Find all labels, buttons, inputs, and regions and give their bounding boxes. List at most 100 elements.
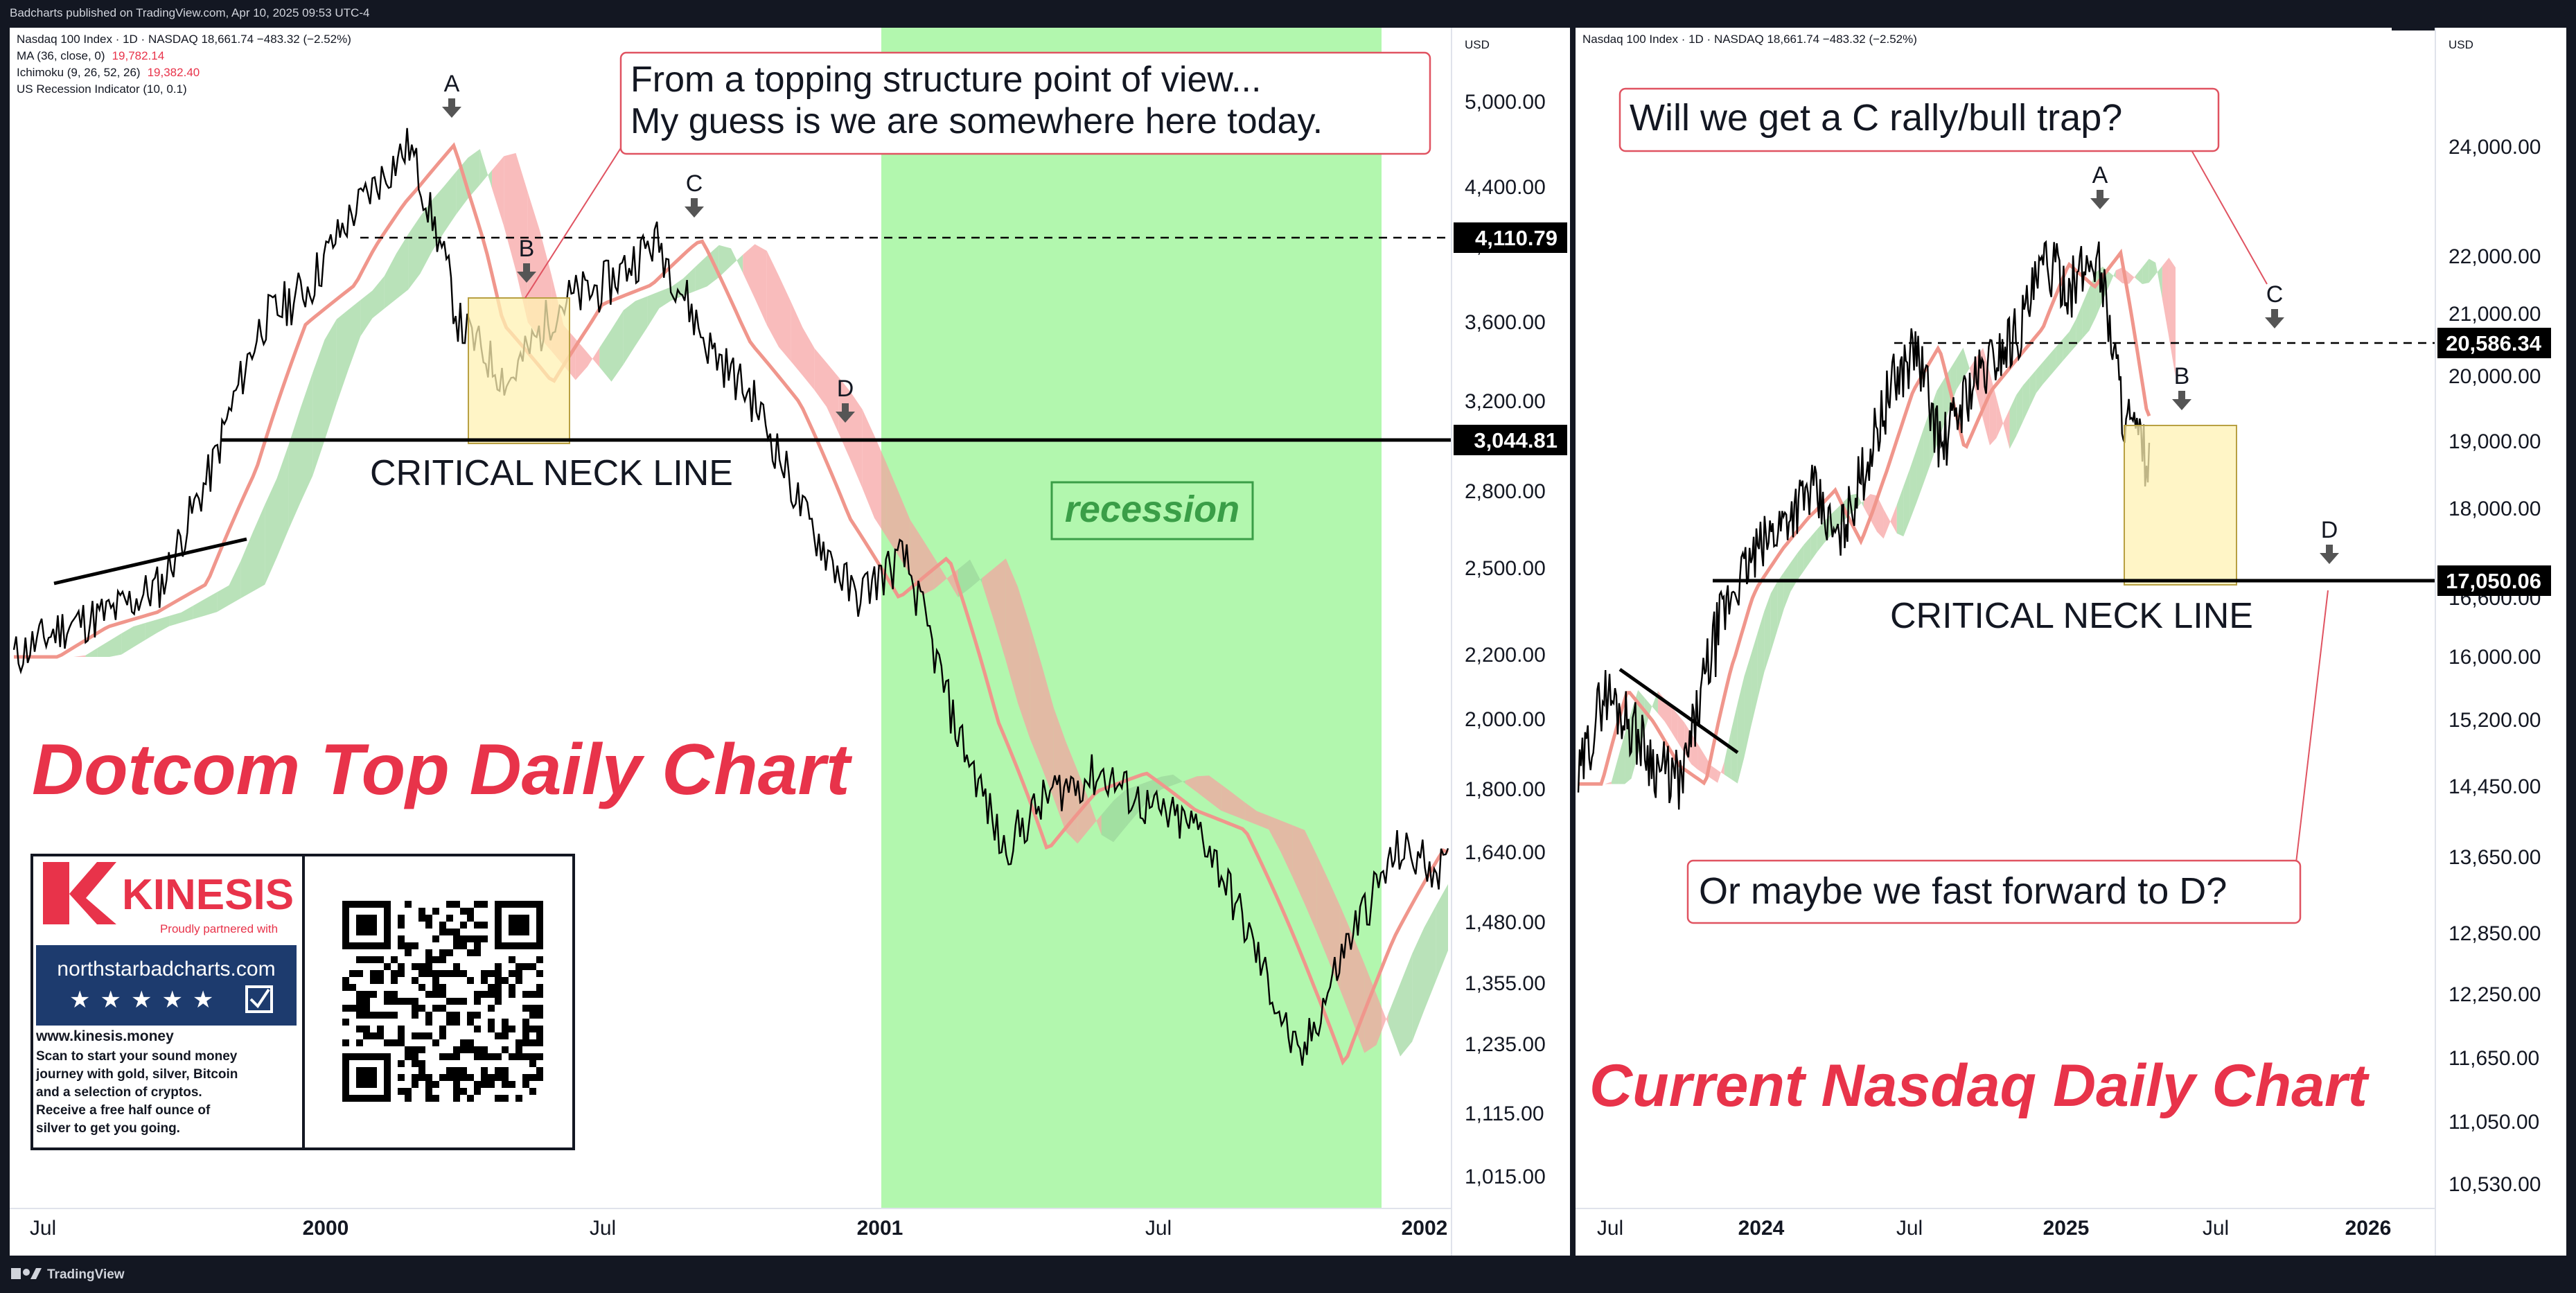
cloud-segment [2155,262,2162,299]
cloud-segment [1718,762,1724,783]
cloud-segment [731,248,743,273]
right-time-axis-divider [1576,1208,2435,1209]
cloud-segment [827,362,839,433]
cloud-segment [1751,633,1758,728]
cloud-segment [1903,468,1910,537]
blurb-line: Scan to start your sound money [36,1049,238,1064]
cloud-segment [492,156,504,227]
y-tick-label: 15,200.00 [2449,709,2541,732]
y-tick-label: 21,000.00 [2449,303,2541,326]
cloud-segment [970,559,982,588]
point-label: B [519,236,535,262]
cloud-segment [1041,665,1054,799]
cloud-segment [599,329,612,382]
cloud-segment [1412,927,1424,1042]
cloud-segment [1005,558,1018,703]
cloud-segment [468,149,480,199]
y-tick-label: 22,000.00 [2449,245,2541,268]
sponsor-card: KINESIS Proudly partnered with northstar… [30,854,575,1150]
cloud-segment [2043,354,2050,385]
cloud-segment [360,290,373,337]
cloud-segment [1671,706,1678,743]
legend-entry: Nasdaq 100 Index · 1D · NASDAQ 18,661.74… [17,33,351,46]
cloud-segment [1018,586,1030,739]
arrow-down-icon [517,272,536,283]
cloud-segment [1890,504,1897,534]
moving-average-line-right [1578,248,2151,786]
y-tick-label: 5,000.00 [1465,91,1546,114]
left-chart-title: Dotcom Top Daily Chart [32,730,853,810]
right-currency-label: USD [2449,38,2473,51]
cloud-segment [1909,448,1917,520]
cloud-segment [1877,495,1884,539]
cloud-segment [1810,529,1817,562]
x-tick-label: 2001 [857,1217,903,1240]
cloud-segment [1664,698,1672,732]
cloud-segment [635,296,648,346]
cloud-segment [253,504,265,592]
arrow-down-icon [448,98,455,108]
cloud-segment [73,655,86,657]
cloud-segment [312,340,325,476]
right-chart-title: Current Nasdaq Daily Chart [1589,1053,2370,1119]
cloud-segment [874,435,887,537]
cloud-segment [2076,303,2083,346]
arrow-down-icon [2320,553,2339,564]
cloud-segment [1209,775,1221,811]
y-tick-label: 11,650.00 [2449,1047,2539,1070]
cloud-segment [623,301,635,365]
y-tick-label: 20,000.00 [2449,365,2541,388]
y-tick-label: 10,530.00 [2449,1173,2541,1196]
cloud-segment [1233,793,1245,820]
y-tick-label: 1,800.00 [1465,778,1546,801]
cloud-segment [109,633,122,657]
cloud-segment [169,612,182,626]
callout-top-pointer [2187,143,2268,285]
cloud-segment [982,568,994,621]
x-tick-label: 2024 [1738,1217,1785,1240]
price-line-right [1577,240,2151,810]
cloud-segment [1803,536,1811,571]
cloud-segment [240,531,253,599]
cloud-segment [1400,953,1413,1057]
cloud-segment [205,592,218,616]
cloud-segment [2002,409,2010,449]
cloud-segment [994,558,1006,661]
cloud-segment [575,339,588,380]
cloud-segment [2056,339,2063,369]
cloud-segment [1677,714,1685,753]
cloud-segment [1316,854,1329,961]
cloud-segment [1388,983,1400,1057]
cloud-segment [1744,655,1752,758]
cloud-segment [2162,257,2169,337]
callout-top-box [1618,87,2220,152]
cloud-segment [659,287,671,308]
price-tag-label: 17,050.06 [2446,569,2541,593]
point-label: C [2266,281,2284,308]
legend-entry: US Recession Indicator (10, 0.1) [17,82,187,96]
cloud-segment [2029,369,2036,407]
cloud-segment [1983,348,1990,446]
cloud-segment [288,407,301,529]
cloud-segment [2128,272,2136,284]
qr-code-icon [342,901,543,1102]
cloud-segment [1996,397,2003,439]
cloud-segment [384,253,396,309]
left-currency-label: USD [1465,38,1490,51]
check-mark-icon [249,988,270,1009]
cloud-segment [444,171,457,233]
cloud-segment [2082,288,2090,338]
y-tick-label: 3,600.00 [1465,311,1546,334]
y-tick-label: 18,000.00 [2449,498,2541,520]
cloud-segment [1757,611,1765,700]
cloud-segment [1424,905,1436,1011]
cloud-segment [133,623,145,648]
right-price-axis: 24,000.00 22,000.00 21,000.00 20,000.00 19,0… [2449,136,2541,1196]
current-highlight-box [2124,425,2237,586]
cloud-segment [1364,963,1377,1053]
cloud-segment [1101,800,1113,843]
cloud-segment [1777,572,1784,631]
point-label: A [2092,162,2108,188]
x-tick-label: Jul [1597,1217,1623,1240]
left-price-axis: 5,000.004,400.004,000.003,600.003,200.00… [1465,91,1546,1188]
